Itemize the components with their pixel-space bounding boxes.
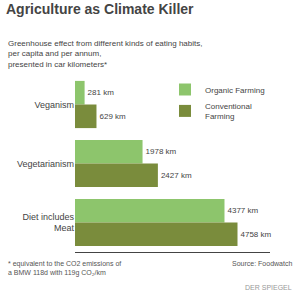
- svg-text:Source: Foodwatch: Source: Foodwatch: [232, 260, 292, 267]
- svg-text:DER SPIEGEL: DER SPIEGEL: [245, 284, 292, 291]
- svg-text:4377 km: 4377 km: [227, 206, 258, 215]
- svg-text:ConventionalFarming: ConventionalFarming: [205, 102, 252, 121]
- svg-text:281 km: 281 km: [88, 88, 115, 97]
- svg-text:* equivalent to the CO2 emissi: * equivalent to the CO2 emissions ofa BM…: [8, 260, 121, 277]
- svg-text:Diet includesMeat: Diet includesMeat: [22, 212, 74, 234]
- svg-text:629 km: 629 km: [99, 112, 126, 121]
- svg-text:Organic Farming: Organic Farming: [205, 86, 265, 95]
- svg-text:2427 km: 2427 km: [161, 171, 192, 180]
- svg-text:Veganism: Veganism: [34, 100, 74, 110]
- svg-text:1978 km: 1978 km: [146, 147, 177, 156]
- svg-text:Vegetarianism: Vegetarianism: [17, 159, 74, 169]
- svg-text:Agriculture as Climate Killer: Agriculture as Climate Killer: [6, 1, 194, 17]
- svg-text:Greenhouse effect from differe: Greenhouse effect from different kinds o…: [8, 39, 203, 69]
- svg-text:4758 km: 4758 km: [241, 230, 272, 239]
